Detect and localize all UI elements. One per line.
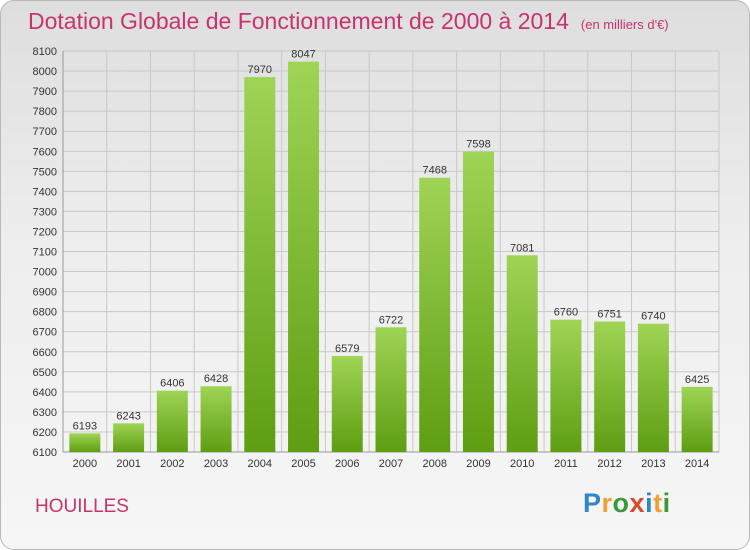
x-tick-label: 2010 <box>510 458 534 470</box>
x-tick-label: 2013 <box>641 458 665 470</box>
y-tick-label: 7400 <box>33 186 57 198</box>
bar <box>550 319 582 452</box>
logo-letter: o <box>612 488 630 518</box>
bar <box>288 61 320 453</box>
x-tick-label: 2005 <box>291 458 315 470</box>
logo-letter: x <box>629 488 646 518</box>
data-label: 6428 <box>204 373 228 385</box>
data-label: 6740 <box>641 311 665 323</box>
y-tick-label: 6100 <box>33 447 57 459</box>
x-tick-label: 2011 <box>554 458 578 470</box>
x-tick-label: 2003 <box>204 458 228 470</box>
x-tick-label: 2002 <box>160 458 184 470</box>
logo-letter: r <box>601 488 613 518</box>
logo-letter: P <box>583 488 602 518</box>
bar <box>681 386 713 452</box>
y-tick-label: 6200 <box>33 427 57 439</box>
data-label: 6579 <box>335 343 359 355</box>
data-label: 6760 <box>554 307 578 319</box>
bars <box>69 61 713 453</box>
bar <box>244 77 276 452</box>
x-tick-label: 2007 <box>379 458 403 470</box>
x-tick-label: 2001 <box>116 458 140 470</box>
bar <box>200 386 232 452</box>
y-tick-label: 6700 <box>33 327 57 339</box>
data-label: 6243 <box>116 410 140 422</box>
y-tick-label: 6300 <box>33 407 57 419</box>
bar <box>594 321 626 452</box>
bar <box>69 433 101 452</box>
data-label: 7468 <box>422 165 446 177</box>
x-tick-label: 2000 <box>73 458 97 470</box>
y-tick-label: 7600 <box>33 146 57 158</box>
proxiti-logo: Proxiti <box>583 488 671 519</box>
data-label: 7970 <box>248 64 272 76</box>
bar <box>375 327 407 452</box>
bar <box>156 390 188 452</box>
x-tick-label: 2009 <box>466 458 490 470</box>
y-tick-label: 6400 <box>33 387 57 399</box>
y-tick-label: 7700 <box>33 126 57 138</box>
y-tick-label: 7100 <box>33 247 57 259</box>
bar <box>331 355 363 452</box>
chart-subtitle: (en milliers d'€) <box>580 17 669 32</box>
commune-name: HOUILLES <box>35 496 129 517</box>
y-tick-label: 7800 <box>33 106 57 118</box>
data-label: 7598 <box>466 139 490 151</box>
x-tick-label: 2008 <box>422 458 446 470</box>
chart-title: Dotation Globale de Fonctionnement de 20… <box>28 8 569 34</box>
bar <box>506 255 538 452</box>
logo-letter: t <box>653 488 663 518</box>
logo-letter: i <box>662 488 671 518</box>
x-tick-label: 2012 <box>597 458 621 470</box>
logo-letter: i <box>645 488 654 518</box>
data-label: 6425 <box>685 374 709 386</box>
data-label: 6406 <box>160 378 184 390</box>
data-label: 6193 <box>73 420 97 432</box>
x-tick-label: 2004 <box>248 458 272 470</box>
y-tick-label: 6600 <box>33 347 57 359</box>
y-tick-label: 7900 <box>33 86 57 98</box>
data-label: 8047 <box>291 49 315 61</box>
y-tick-label: 6500 <box>33 367 57 379</box>
y-tick-label: 7300 <box>33 206 57 218</box>
bar <box>462 151 494 452</box>
y-tick-label: 8100 <box>33 46 57 58</box>
y-tick-label: 8000 <box>33 66 57 78</box>
y-tick-label: 7500 <box>33 166 57 178</box>
data-label: 7081 <box>510 242 534 254</box>
labels: 6193 2000 6243 2001 6406 2002 6428 2003 7970 2004… <box>73 49 710 470</box>
x-tick-label: 2014 <box>685 458 709 470</box>
y-tick-label: 6900 <box>33 287 57 299</box>
bar <box>419 177 451 452</box>
x-tick-label: 2006 <box>335 458 359 470</box>
data-label: 6722 <box>379 314 403 326</box>
bar <box>637 323 669 452</box>
y-tick-label: 6800 <box>33 307 57 319</box>
y-tick-label: 7000 <box>33 267 57 279</box>
y-tick-label: 7200 <box>33 226 57 238</box>
bar <box>113 423 145 452</box>
chart-title-block: Dotation Globale de Fonctionnement de 20… <box>28 8 669 35</box>
data-label: 6751 <box>597 308 621 320</box>
